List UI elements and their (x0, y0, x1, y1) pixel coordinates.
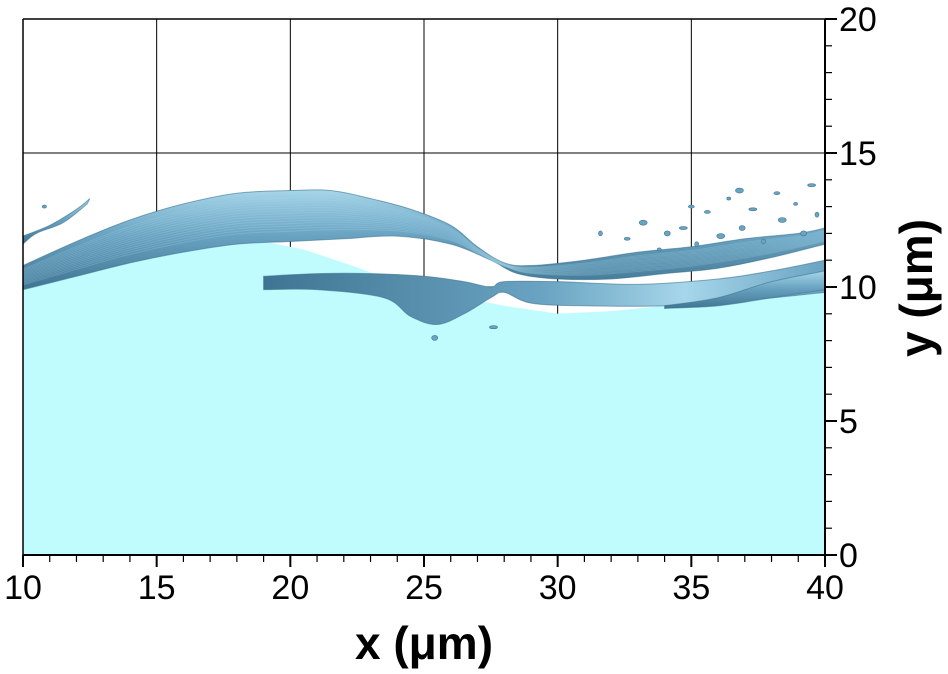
droplet-point (793, 202, 798, 206)
droplet-point (800, 230, 807, 237)
droplet-point (638, 219, 648, 226)
x-tick-label: 20 (271, 569, 309, 607)
surface-striation (22, 224, 826, 283)
droplet-point (761, 238, 766, 245)
surface-striation (22, 216, 826, 280)
x-tick-label: 25 (405, 569, 443, 607)
tick-labels: 10 15 20 25 30 35 400 5 10 15 20 (4, 1, 877, 607)
droplet-point (694, 241, 699, 247)
droplet-point (656, 247, 662, 252)
y-tick-label: 5 (839, 403, 858, 441)
axis-ticks (22, 18, 837, 567)
x-tick-label: 35 (672, 569, 710, 607)
plot-data (22, 183, 826, 555)
droplet-point (489, 325, 498, 330)
droplet-point (663, 230, 671, 237)
x-tick-label: 40 (806, 569, 844, 607)
surface-striation (22, 228, 826, 286)
surface-striation (22, 206, 826, 275)
surface-striation (22, 204, 826, 274)
droplet-point (679, 226, 688, 230)
y-tick-label: 0 (839, 537, 858, 575)
droplet-point (773, 191, 781, 195)
surface-ligament-sheet (263, 259, 826, 326)
x-tick-label: 15 (138, 569, 176, 607)
surface-striation (22, 211, 826, 277)
surface-striation (22, 209, 826, 276)
surface-upper-wave-crest (22, 189, 826, 291)
surface-striation (22, 221, 826, 282)
surface-striation (22, 214, 826, 279)
y-tick-label: 20 (839, 1, 877, 39)
droplet-point (716, 233, 726, 239)
droplet-point (807, 183, 816, 187)
droplet-point (738, 225, 746, 231)
y-tick-label: 10 (839, 269, 877, 307)
surface-striation (22, 201, 826, 273)
droplet-point (748, 207, 758, 212)
y-tick-label: 15 (839, 135, 877, 173)
y-axis-title: y (μm) (890, 219, 942, 357)
droplet-point (431, 335, 438, 341)
surface-striation (22, 226, 826, 285)
x-axis-title: x (μm) (355, 617, 493, 669)
surface-striation (22, 196, 826, 270)
x-tick-label: 10 (4, 569, 42, 607)
surface-striation (22, 219, 826, 281)
droplet-point (623, 236, 631, 241)
liquid-area (23, 238, 825, 555)
droplet-point (814, 211, 820, 218)
droplet-point (42, 204, 47, 209)
droplet-point (726, 196, 732, 201)
droplet-point (777, 217, 787, 223)
droplet-point (598, 230, 603, 237)
surface-striation (22, 199, 826, 271)
surface-left-thin-filament (22, 198, 91, 246)
x-tick-label: 30 (539, 569, 577, 607)
droplet-point (735, 187, 744, 194)
droplet-point (688, 204, 695, 209)
droplet-point (704, 210, 711, 214)
